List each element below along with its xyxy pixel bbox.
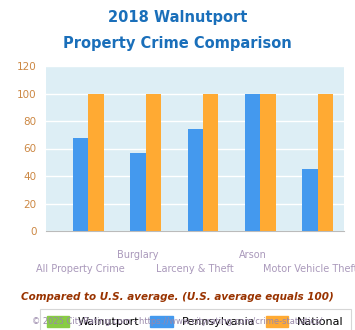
Text: Arson: Arson xyxy=(239,250,267,260)
Text: © 2025 CityRating.com - https://www.cityrating.com/crime-statistics/: © 2025 CityRating.com - https://www.city… xyxy=(32,317,323,326)
Bar xyxy=(130,152,146,231)
Text: All Property Crime: All Property Crime xyxy=(36,264,125,274)
Legend: Walnutport, Pennsylvania, National: Walnutport, Pennsylvania, National xyxy=(40,309,351,330)
Bar xyxy=(245,93,260,231)
Text: Motor Vehicle Theft: Motor Vehicle Theft xyxy=(263,264,355,274)
Text: 2018 Walnutport: 2018 Walnutport xyxy=(108,10,247,25)
Bar xyxy=(88,93,104,231)
Text: Burglary: Burglary xyxy=(117,250,159,260)
Bar xyxy=(302,169,318,231)
Text: Larceny & Theft: Larceny & Theft xyxy=(156,264,234,274)
Bar xyxy=(260,93,276,231)
Bar xyxy=(318,93,333,231)
Bar xyxy=(203,93,218,231)
Text: Compared to U.S. average. (U.S. average equals 100): Compared to U.S. average. (U.S. average … xyxy=(21,292,334,302)
Bar xyxy=(187,129,203,231)
Bar xyxy=(146,93,161,231)
Text: Property Crime Comparison: Property Crime Comparison xyxy=(63,36,292,51)
Bar xyxy=(73,138,88,231)
